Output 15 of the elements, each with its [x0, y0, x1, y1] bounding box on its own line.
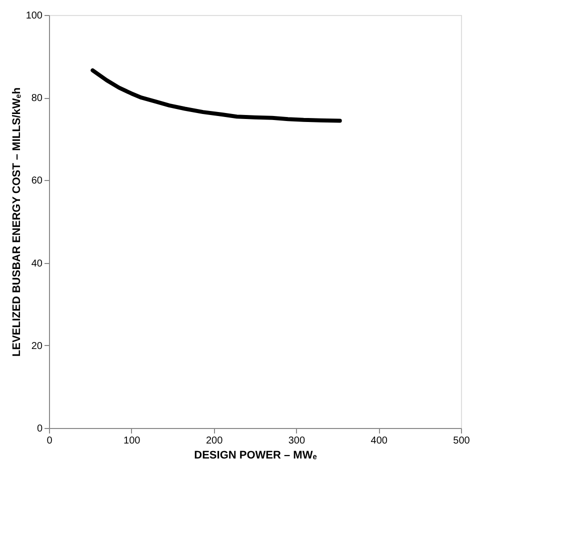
y-tick-label: 60 — [31, 176, 43, 187]
line-series — [90, 68, 342, 123]
x-tick-label: 200 — [206, 436, 224, 446]
y-tick-label: 80 — [31, 93, 43, 104]
x-tick-label: 400 — [370, 436, 388, 446]
x-tick-label: 500 — [453, 436, 470, 446]
x-tick-label: 300 — [288, 436, 306, 446]
y-tick-label: 40 — [31, 258, 43, 270]
x-axis-title: DESIGN POWER – MWₑ — [194, 450, 317, 462]
y-axis-title: LEVELIZED BUSBAR ENERGY COST – MILLS/kWₑh — [10, 87, 23, 357]
x-tick-label: 0 — [46, 436, 53, 446]
y-tick-label: 20 — [31, 340, 43, 352]
x-tick-label: 100 — [124, 436, 141, 446]
y-tick-label: 100 — [26, 10, 43, 22]
y-tick-label: 0 — [36, 424, 43, 434]
